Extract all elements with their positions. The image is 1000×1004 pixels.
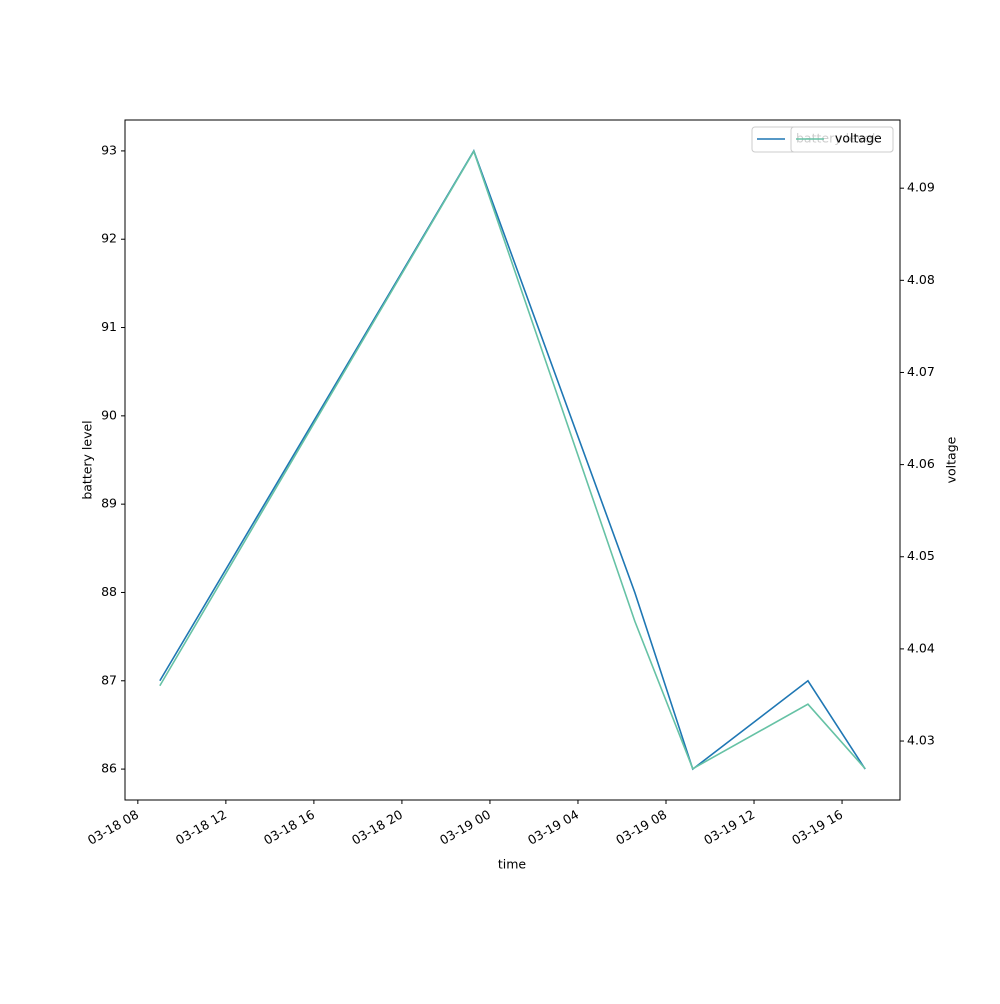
x-tick-label: 03-19 08 — [613, 807, 669, 848]
x-tick-label: 03-18 20 — [349, 807, 405, 848]
y-tick-label: 91 — [101, 319, 117, 334]
x-tick-label: 03-18 16 — [261, 807, 317, 848]
legend-label: voltage — [835, 131, 882, 146]
x-axis-label: time — [498, 857, 527, 872]
y-tick-label: 89 — [101, 496, 117, 511]
x-tick-label: 03-19 16 — [789, 807, 845, 848]
y-axis-label: battery level — [80, 420, 95, 499]
y2-tick-label: 4.03 — [907, 733, 935, 748]
y-tick-label: 88 — [101, 584, 117, 599]
y2-tick-label: 4.07 — [907, 364, 935, 379]
series-line — [159, 149, 866, 770]
y2-tick-label: 4.06 — [907, 456, 935, 471]
series-line — [159, 149, 866, 771]
y2-tick-label: 4.05 — [907, 548, 935, 563]
y-tick-label: 92 — [101, 231, 117, 246]
y-tick-label: 86 — [101, 761, 117, 776]
x-tick-label: 03-19 04 — [525, 807, 581, 848]
y2-tick-label: 4.09 — [907, 180, 935, 195]
y2-tick-label: 4.08 — [907, 272, 935, 287]
x-tick-label: 03-19 12 — [701, 807, 757, 848]
plot-frame — [124, 119, 901, 801]
x-tick-label: 03-18 12 — [173, 807, 229, 848]
legend-box — [790, 126, 894, 153]
y-tick-label: 93 — [101, 142, 117, 157]
y-tick-label: 90 — [101, 407, 117, 422]
x-tick-label: 03-18 08 — [85, 807, 141, 848]
y2-axis-label: voltage — [944, 436, 959, 483]
x-tick-label: 03-19 00 — [437, 807, 493, 848]
y-tick-label: 87 — [101, 672, 117, 687]
y2-tick-label: 4.04 — [907, 640, 935, 655]
